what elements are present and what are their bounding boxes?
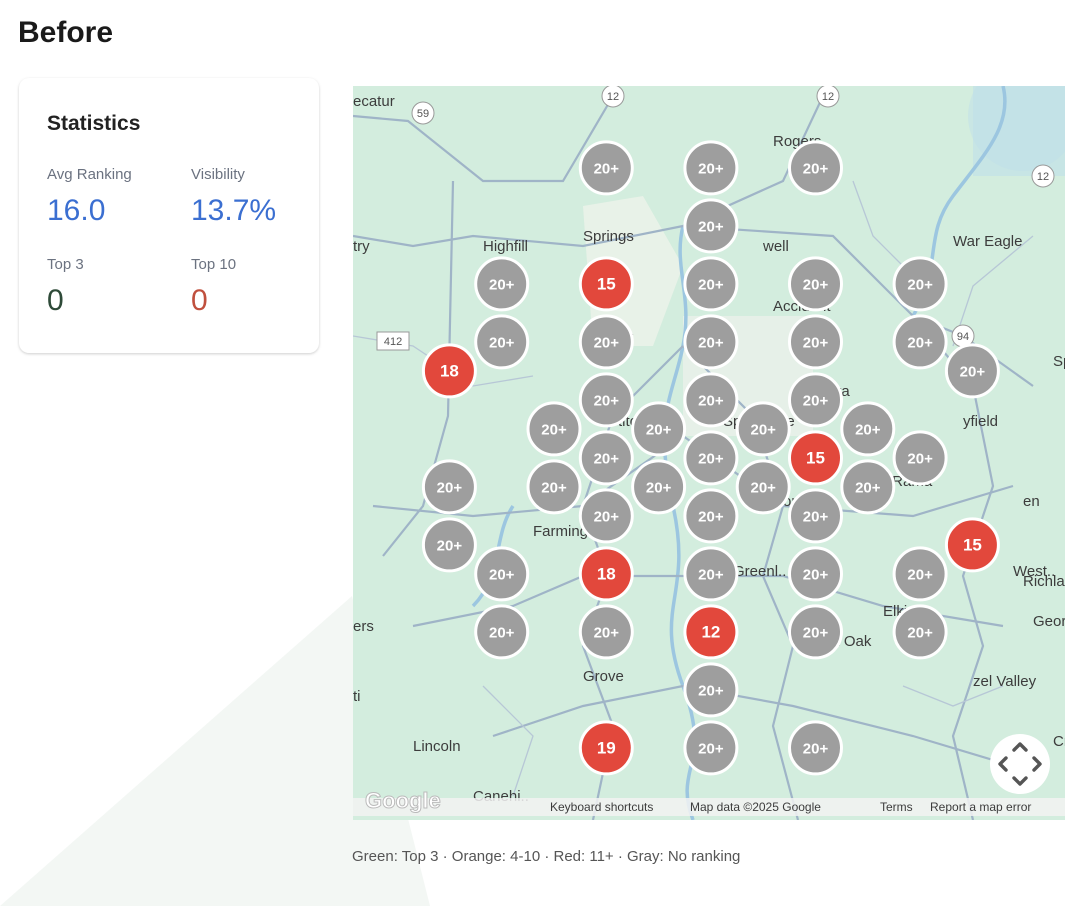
svg-text:20+: 20+ <box>698 160 724 177</box>
svg-text:20+: 20+ <box>594 508 620 525</box>
svg-text:19: 19 <box>597 738 616 757</box>
svg-text:20+: 20+ <box>803 566 829 583</box>
svg-text:18: 18 <box>597 564 616 583</box>
svg-text:Grove: Grove <box>583 668 624 685</box>
svg-text:20+: 20+ <box>907 334 933 351</box>
svg-text:Greenl..: Greenl.. <box>733 563 786 580</box>
svg-text:20+: 20+ <box>646 421 672 438</box>
svg-text:zel Valley: zel Valley <box>973 673 1037 690</box>
svg-text:20+: 20+ <box>541 421 567 438</box>
svg-text:Richla..: Richla.. <box>1023 573 1065 590</box>
svg-text:20+: 20+ <box>594 160 620 177</box>
svg-text:20+: 20+ <box>907 566 933 583</box>
svg-text:20+: 20+ <box>803 508 829 525</box>
svg-text:15: 15 <box>597 274 616 293</box>
svg-text:15: 15 <box>963 535 982 554</box>
svg-text:20+: 20+ <box>594 392 620 409</box>
svg-text:Keyboard shortcuts: Keyboard shortcuts <box>550 800 653 814</box>
svg-text:20+: 20+ <box>803 334 829 351</box>
svg-text:20+: 20+ <box>698 566 724 583</box>
svg-text:ers: ers <box>353 618 374 635</box>
svg-text:412: 412 <box>384 336 402 348</box>
svg-text:12: 12 <box>701 622 720 641</box>
svg-text:Springs: Springs <box>583 228 634 245</box>
svg-text:20+: 20+ <box>960 363 986 380</box>
svg-text:try: try <box>353 238 370 255</box>
svg-text:20+: 20+ <box>489 276 515 293</box>
svg-text:20+: 20+ <box>489 624 515 641</box>
svg-text:Google: Google <box>365 788 441 813</box>
svg-text:20+: 20+ <box>803 624 829 641</box>
svg-text:20+: 20+ <box>907 276 933 293</box>
svg-text:yfield: yfield <box>963 413 998 430</box>
svg-text:20+: 20+ <box>803 740 829 757</box>
svg-text:ecatur: ecatur <box>353 93 395 110</box>
svg-text:12: 12 <box>822 91 834 103</box>
svg-text:Highfill: Highfill <box>483 238 528 255</box>
svg-text:20+: 20+ <box>594 624 620 641</box>
svg-text:20+: 20+ <box>750 421 776 438</box>
svg-text:en: en <box>1023 493 1040 510</box>
svg-text:20+: 20+ <box>698 508 724 525</box>
svg-text:15: 15 <box>806 448 825 467</box>
svg-text:Report a map error: Report a map error <box>930 800 1031 814</box>
svg-text:59: 59 <box>417 108 429 120</box>
svg-text:20+: 20+ <box>698 682 724 699</box>
svg-text:well: well <box>762 238 789 255</box>
svg-text:20+: 20+ <box>698 450 724 467</box>
svg-text:20+: 20+ <box>594 334 620 351</box>
svg-text:20+: 20+ <box>698 392 724 409</box>
svg-text:Georg..: Georg.. <box>1033 613 1065 630</box>
svg-text:20+: 20+ <box>750 479 776 496</box>
svg-text:20+: 20+ <box>803 276 829 293</box>
svg-text:Terms: Terms <box>880 800 913 814</box>
svg-text:20+: 20+ <box>594 450 620 467</box>
svg-text:12: 12 <box>607 91 619 103</box>
svg-text:20+: 20+ <box>907 450 933 467</box>
svg-text:20+: 20+ <box>646 479 672 496</box>
svg-text:20+: 20+ <box>437 537 463 554</box>
svg-text:20+: 20+ <box>855 421 881 438</box>
svg-text:20+: 20+ <box>855 479 881 496</box>
svg-text:Lincoln: Lincoln <box>413 738 461 755</box>
svg-text:20+: 20+ <box>698 276 724 293</box>
svg-text:War Eagle: War Eagle <box>953 233 1022 250</box>
svg-text:18: 18 <box>440 361 459 380</box>
svg-text:20+: 20+ <box>803 392 829 409</box>
svg-text:Crosses: Crosses <box>1053 733 1065 750</box>
svg-text:20+: 20+ <box>907 624 933 641</box>
svg-text:94: 94 <box>957 331 969 343</box>
svg-text:20+: 20+ <box>803 160 829 177</box>
svg-text:20+: 20+ <box>698 334 724 351</box>
svg-text:12: 12 <box>1037 171 1049 183</box>
svg-text:20+: 20+ <box>541 479 567 496</box>
svg-text:20+: 20+ <box>489 566 515 583</box>
svg-text:20+: 20+ <box>698 218 724 235</box>
svg-text:ti: ti <box>353 688 361 705</box>
svg-text:Map data ©2025 Google: Map data ©2025 Google <box>690 800 821 814</box>
svg-text:20+: 20+ <box>437 479 463 496</box>
svg-text:20+: 20+ <box>489 334 515 351</box>
svg-text:20+: 20+ <box>698 740 724 757</box>
svg-text:Spring Valley: Spring Valley <box>1053 353 1065 370</box>
